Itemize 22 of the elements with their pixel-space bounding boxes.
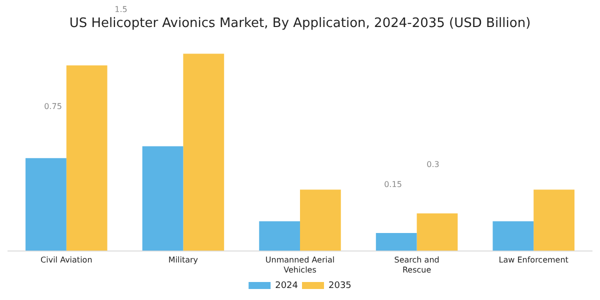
legend-label: 2024 [275,280,298,291]
annotation: 0.75 [44,102,62,112]
bar [416,213,458,251]
bar [492,221,534,251]
text: 1.5 [114,5,128,14]
x-tick-label: Military [168,256,198,265]
x-tick-label: Civil Aviation [40,256,92,265]
x-tick-label: Unmanned Aerial Vehicles [265,256,335,274]
bar [142,146,184,251]
bar [376,233,417,251]
x-tick-label: Search and Rescue [394,256,440,274]
bar [26,158,66,251]
x-tick-label: Law Enforcement [498,256,568,265]
bar [259,221,300,251]
annotation: 0.15 [384,180,402,190]
annotation: 0.3 [426,160,440,170]
bar [66,65,108,251]
bar [534,190,574,251]
legend-label: 2035 [328,280,352,291]
chart-title: US Helicopter Avionics Market, By Application, 2024-2035 (USD Billion) [69,16,531,32]
bar [300,190,341,251]
bar [183,54,224,251]
